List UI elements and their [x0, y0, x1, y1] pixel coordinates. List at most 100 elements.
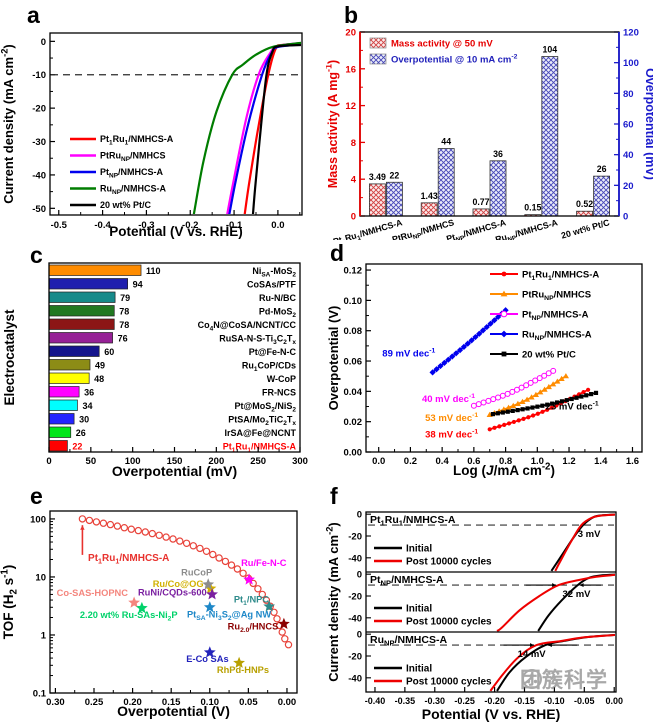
svg-text:0.05: 0.05	[239, 697, 258, 708]
legend-f2: Initial Post 10000 cycles	[374, 664, 492, 688]
svg-text:Initial: Initial	[406, 544, 432, 555]
svg-text:Potential (V vs. RHE): Potential (V vs. RHE)	[109, 224, 243, 239]
svg-text:1: 1	[41, 630, 47, 641]
svg-text:PtRuNP/NMHCS: PtRuNP/NMHCS	[100, 151, 166, 163]
svg-text:3 mV: 3 mV	[578, 529, 601, 540]
svg-text:76: 76	[118, 334, 128, 344]
svg-text:0.02: 0.02	[344, 417, 363, 428]
svg-text:0.06: 0.06	[344, 357, 363, 368]
svg-text:-0.3: -0.3	[138, 220, 154, 231]
svg-text:44: 44	[441, 137, 451, 147]
svg-text:-40: -40	[348, 673, 362, 684]
svg-text:-0.10: -0.10	[544, 696, 565, 706]
svg-text:Electrocatalyst: Electrocatalyst	[2, 309, 17, 406]
series-a	[192, 41, 301, 214]
svg-text:Overpotential (V): Overpotential (V)	[117, 703, 230, 719]
svg-text:RuSA-N-S-Ti3C2Tx: RuSA-N-S-Ti3C2Tx	[219, 334, 296, 346]
svg-text:0.10: 0.10	[201, 697, 220, 708]
legend-d: Pt1Ru1/NMHCS-A PtRuNP/NMHCS PtNP/NMHCS-A Ru…	[490, 269, 599, 360]
svg-text:36: 36	[84, 388, 94, 398]
svg-text:0.10: 0.10	[344, 296, 363, 307]
svg-text:Log (J/mA cm-2): Log (J/mA cm-2)	[453, 461, 555, 478]
svg-text:20 wt% Pt/C: 20 wt% Pt/C	[100, 200, 152, 210]
panel-e-chart: 0.30 0.25 0.20 0.15 0.10 0.05 0.00 0.1 1 10 100 Ove…	[0, 510, 298, 719]
svg-text:CoSAs/PTF: CoSAs/PTF	[247, 280, 297, 290]
svg-text:0: 0	[623, 212, 628, 223]
panel-b-label: b	[344, 2, 359, 28]
svg-text:-50: -50	[32, 204, 46, 215]
svg-text:-0.25: -0.25	[454, 696, 475, 706]
svg-text:26: 26	[76, 428, 86, 438]
svg-text:-0.2: -0.2	[182, 220, 198, 231]
svg-text:0.0: 0.0	[372, 456, 385, 467]
svg-text:-0.5: -0.5	[51, 220, 68, 231]
svg-text:Pt1/NPC: Pt1/NPC	[234, 595, 270, 607]
bars-b: 3.49 22 1.43 44 0.77 36 0.15 104 0.52 26	[369, 45, 611, 217]
svg-text:-20: -20	[348, 652, 362, 663]
svg-text:PtRuNP/NMHCS: PtRuNP/NMHCS	[522, 289, 591, 302]
series-f2	[489, 633, 615, 692]
svg-text:80: 80	[623, 89, 634, 100]
svg-text:20 wt% Pt/C: 20 wt% Pt/C	[560, 217, 611, 240]
svg-text:0.00: 0.00	[344, 448, 363, 459]
svg-text:-0.15: -0.15	[514, 696, 535, 706]
panel-b-chart: 3.49221.43440.77360.151040.5226Pt1Ru1/NM…	[326, 28, 653, 241]
svg-text:Current density (mA cm-2): Current density (mA cm-2)	[326, 522, 341, 682]
svg-text:100: 100	[623, 58, 639, 69]
svg-text:300: 300	[292, 456, 308, 467]
svg-text:Pt1Ru1/NMHCS-A: Pt1Ru1/NMHCS-A	[88, 553, 169, 566]
svg-text:Pt1Ru1/NMHCS-A: Pt1Ru1/NMHCS-A	[370, 514, 456, 528]
svg-text:1.6: 1.6	[626, 456, 639, 467]
svg-text:20: 20	[623, 181, 634, 192]
svg-text:-0.35: -0.35	[395, 696, 416, 706]
panel-e-label: e	[30, 483, 43, 509]
svg-text:30: 30	[79, 415, 89, 425]
svg-text:38 mV dec-1: 38 mV dec-1	[425, 429, 478, 441]
svg-text:26: 26	[597, 164, 607, 174]
svg-text:1.0: 1.0	[531, 456, 544, 467]
svg-text:Ru/Co@OG: Ru/Co@OG	[153, 579, 204, 589]
panel-a-label: a	[27, 2, 40, 28]
svg-text:Pt@MoS2/NiS2: Pt@MoS2/NiS2	[234, 401, 296, 413]
svg-text:-40: -40	[348, 553, 362, 564]
svg-text:53 mV dec-1: 53 mV dec-1	[425, 412, 478, 424]
panel-a-chart: -0.5 -0.4 -0.3 -0.2 -0.1 0.0 0 -10 -20 -30 -40 -50 P…	[0, 32, 303, 239]
svg-text:-40: -40	[348, 613, 362, 624]
svg-text:100: 100	[30, 514, 46, 525]
svg-text:-20: -20	[348, 532, 362, 543]
svg-text:-0.05: -0.05	[574, 696, 595, 706]
svg-text:1.2: 1.2	[562, 456, 575, 467]
svg-text:PtNP/NMHCS-A: PtNP/NMHCS-A	[100, 167, 164, 179]
legend-f0: Initial Post 10000 cycles	[374, 544, 492, 568]
watermark-logo-icon	[522, 669, 542, 689]
svg-text:0.00: 0.00	[605, 696, 623, 706]
svg-text:22: 22	[72, 442, 82, 452]
svg-text:Mass activity @ 50 mV: Mass activity @ 50 mV	[391, 39, 493, 50]
svg-text:RuCoP: RuCoP	[181, 568, 212, 578]
svg-text:40 mV dec-1: 40 mV dec-1	[422, 393, 475, 405]
svg-text:78: 78	[119, 307, 129, 317]
svg-text:Initial: Initial	[406, 604, 432, 615]
svg-text:1.43: 1.43	[421, 191, 438, 201]
watermark: 团簇科学	[520, 664, 608, 694]
svg-text:8: 8	[351, 138, 356, 149]
svg-text:200: 200	[208, 456, 224, 467]
svg-text:-0.4: -0.4	[94, 220, 111, 231]
svg-text:-0.30: -0.30	[425, 696, 446, 706]
stars-e: Co-SAS-HOPNC 2.20 wt% Ru-SAs-Ni2P Ru/Co@OG…	[57, 558, 290, 675]
svg-text:-0.1: -0.1	[226, 220, 243, 231]
svg-text:Overpotential @ 10 mA cm-2: Overpotential @ 10 mA cm-2	[391, 54, 518, 66]
svg-text:0.15: 0.15	[162, 697, 181, 708]
svg-text:4: 4	[351, 175, 357, 186]
svg-text:78: 78	[119, 320, 129, 330]
svg-text:0.25: 0.25	[85, 697, 104, 708]
svg-text:0.6: 0.6	[467, 456, 480, 467]
svg-text:20 wt% Pt/C: 20 wt% Pt/C	[522, 349, 576, 360]
svg-text:23 mV dec-1: 23 mV dec-1	[546, 401, 599, 413]
watermark-text: 团簇科学	[520, 669, 608, 692]
svg-text:Pt1Ru1/NMHCS-A: Pt1Ru1/NMHCS-A	[522, 269, 599, 282]
svg-text:0.04: 0.04	[344, 387, 363, 398]
svg-text:48: 48	[94, 374, 104, 384]
svg-text:Post 10000 cycles: Post 10000 cycles	[406, 677, 492, 688]
svg-text:2.20 wt% Ru-SAs-Ni2P: 2.20 wt% Ru-SAs-Ni2P	[80, 610, 178, 622]
